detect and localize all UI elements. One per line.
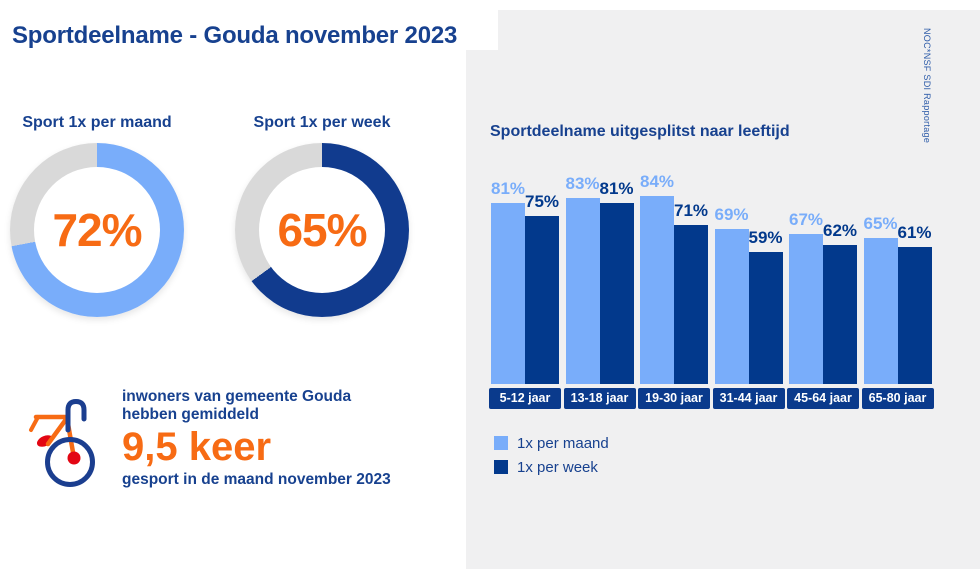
bar-1x-per-maand [565,198,600,384]
bar-value-label-week: 62% [822,221,858,241]
bar-group: 65% 61% 65-80 jaar [861,165,934,409]
donut-monthly-label: Sport 1x per maand [22,114,172,131]
bar-group: 83% 81% 13-18 jaar [563,165,636,409]
fact-line1: inwoners van gemeente Gouda [122,388,352,405]
fact-highlight: 9,5 keer [122,425,272,469]
donut-weekly-label: Sport 1x per week [253,114,391,131]
donut-monthly-hole: 72% [34,167,160,293]
donut-weekly: Sport 1x per week 65% [227,114,417,317]
bar-1x-per-maand [714,229,749,384]
bar-group: 84% 71% 19-30 jaar [638,165,710,409]
bar-value-label-maand: 65% [863,214,898,234]
fact-block: inwoners van gemeente Gouda hebben gemid… [122,388,391,489]
donut-monthly-ring: 72% [10,143,184,317]
bar-value-label-week: 75% [524,192,560,211]
bar-value-label-maand: 83% [565,174,600,194]
category-badge: 13-18 jaar [563,388,636,409]
donut-weekly-value: 65% [277,204,367,256]
bar-value-label-week: 59% [748,227,783,247]
bar-1x-per-week [748,251,783,384]
bar-1x-per-week [599,202,634,384]
donut-monthly: Sport 1x per maand 72% [2,114,192,317]
bar-chart-plot: 81% 75% 5-12 jaar 83% 81% 13-18 jaar 84% 71% 19-… [489,165,936,409]
bar-value-label-maand: 69% [714,205,749,225]
bicycle-icon [29,398,95,487]
bar-1x-per-week [897,247,932,384]
category-badge: 19-30 jaar [638,388,710,409]
title-backdrop [0,0,498,50]
page-title: Sportdeelname - Gouda november 2023 [12,22,458,49]
bar-value-label-maand: 81% [490,178,526,198]
fact-line2: hebben gemiddeld [122,405,259,423]
branding-vertical-text: NOC*NSF SDI Rapportage [922,28,932,144]
bar-group: 69% 59% 31-44 jaar [712,165,785,409]
category-badge: 5-12 jaar [489,388,561,409]
bar-value-label-week: 61% [897,223,932,243]
donut-monthly-value: 72% [52,204,142,256]
legend-label: 1x per maand [517,434,609,452]
bar-value-label-maand: 67% [788,209,824,229]
category-badge: 65-80 jaar [861,388,934,409]
bar-1x-per-week [823,245,857,384]
category-badge: 45-64 jaar [787,388,859,409]
fact-line3: gesport in de maand november 2023 [122,471,391,488]
donut-charts: Sport 1x per maand 72% Sport 1x per week… [2,114,417,317]
bar-value-label-maand: 84% [639,171,675,191]
category-badge: 31-44 jaar [712,388,785,409]
donut-weekly-ring: 65% [235,143,409,317]
donut-weekly-hole: 65% [259,167,385,293]
legend-item: 1x per week [494,455,609,479]
legend-label: 1x per week [517,458,598,476]
legend-swatch [494,436,508,450]
legend-swatch [494,460,508,474]
bar-group: 67% 62% 45-64 jaar [787,165,859,409]
bar-value-label-week: 81% [599,178,634,198]
bar-chart-title: Sportdeelname uitgesplitst naar leeftijd [490,123,790,140]
bar-value-label-week: 71% [673,201,709,220]
bar-1x-per-maand [491,202,525,384]
bar-1x-per-week [674,225,708,384]
bar-1x-per-week [525,216,559,384]
legend-item: 1x per maand [494,431,609,455]
bar-1x-per-maand [863,238,898,384]
bar-1x-per-maand [789,233,823,384]
bar-1x-per-maand [640,195,674,384]
bar-group: 81% 75% 5-12 jaar [489,165,561,409]
bar-chart-legend: 1x per maand 1x per week [494,431,609,479]
